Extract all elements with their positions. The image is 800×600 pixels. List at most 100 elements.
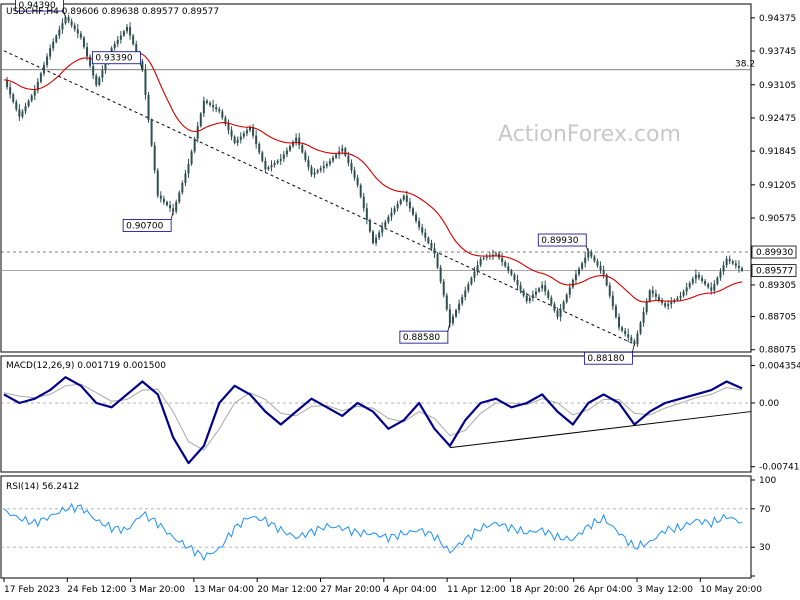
price-candle-body [46,56,49,66]
price-candle-body [196,126,199,139]
price-candle-body [239,136,242,140]
rsi-y-axis: 100 70 30 [751,476,776,577]
price-candle-body [710,287,713,291]
macd-y-tick-label: 0.00 [759,399,779,409]
annotation-leader [139,63,143,70]
price-y-tick-label: 0.93745 [759,47,796,57]
price-candle-body [135,44,138,53]
price-candle-body [722,265,725,272]
price-candle-body [350,162,353,171]
price-candle-body [571,279,574,288]
x-tick-label: 18 Apr 20:00 [510,585,569,595]
price-candle-body [464,290,467,298]
price-candle-body [372,231,374,244]
price-candle-body [424,232,427,238]
macd-y-axis: 0.004354 0.00 -0.007417 [751,362,800,473]
price-candle-body [618,316,620,328]
price-candle-body [159,195,162,199]
annotation-box [583,351,633,365]
price-candle-body [89,56,92,67]
price-candle-body [642,311,645,323]
rsi-y-tick-label: 70 [759,505,771,515]
price-candle-body [593,256,596,262]
price-candle-body [116,39,119,44]
price-candle-body [541,285,544,289]
price-candle-body [728,258,731,262]
price-candle-body [467,284,470,291]
price-candle-body [522,290,525,296]
price-candle-body [15,101,18,110]
price-candle-body [384,221,387,228]
price-candle-body [639,322,642,334]
price-candle-body [574,274,577,280]
price-candle-body [292,141,295,147]
price-candle-body [368,219,371,232]
annotation-leader [63,10,66,18]
price-candle-body [98,77,101,86]
x-tick-label: 10 May 20:00 [700,585,762,595]
price-candle-body [396,204,399,209]
price-candle-body [169,205,172,209]
price-candle-body [402,195,405,200]
macd-trendline [449,411,752,449]
price-candle-body [86,47,89,57]
price-candle-body [510,270,513,275]
price-candle-body [129,27,132,36]
price-candle-body [636,333,639,345]
price-candle-body [701,277,704,281]
price-candle-body [245,130,248,134]
price-candle-body [439,267,442,282]
price-candle-body [421,227,424,233]
price-candle-body [525,295,528,302]
price-candle-body [427,237,430,244]
price-candle-body [725,258,728,266]
price-candle-body [442,281,445,296]
price-candle-body [495,253,497,255]
price-candle-body [184,173,187,184]
annotation-label: 0.88580 [403,333,440,343]
macd-y-tick-label: 0.004354 [759,362,800,372]
price-candle-body [553,304,556,311]
price-candle-body [316,170,319,173]
price-candle-body [473,271,476,278]
price-candle-body [734,263,737,266]
price-candle-body [270,165,273,168]
price-candle-body [285,150,288,155]
x-tick-label: 3 May 12:00 [637,585,693,595]
price-candle-body [587,252,590,258]
rsi-group [1,502,751,562]
price-candle-body [491,254,494,256]
price-panel-title: USDCHF,H4 0.89606 0.89638 0.89577 0.8957… [6,7,219,17]
price-y-tick-label: 0.93105 [759,81,796,91]
price-y-tick-label: 0.92475 [759,114,796,124]
price-candle-body [621,327,624,331]
price-candle-body [359,185,362,197]
annotation-leader [447,323,451,332]
time-x-axis: 17 Feb 2023 24 Feb 12:00 3 Mar 20:00 13 Mar… [3,578,762,595]
price-level-tags: 0.89930 0.89577 [751,245,797,278]
price-candle-body [255,135,258,145]
x-tick-label: 17 Feb 2023 [4,585,60,595]
price-candle-body [215,107,218,110]
rsi-panel-title: RSI(14) 56.2412 [6,482,79,492]
price-candle-body [282,154,285,159]
price-candle-body [193,138,196,152]
annotation-label: 0.93390 [95,54,132,64]
annotation-label: 0.89930 [541,236,578,246]
price-candle-body [568,287,571,295]
price-candle-body [307,159,310,168]
annotation-box [122,219,172,232]
price-annotations: 0.94390 0.93390 0.90700 0.88580 0.89930 0.881… [15,0,635,365]
price-candle-body [528,297,531,302]
price-candle-body [378,232,381,238]
rsi-y-tick-label: 30 [759,543,771,553]
price-candle-body [9,87,12,95]
price-candle-body [713,284,716,291]
price-y-tick-label: 0.88075 [759,346,796,356]
x-tick-label: 24 Feb 12:00 [67,585,126,595]
price-candle-body [599,265,602,271]
price-candle-body [322,166,325,169]
price-level-tag [751,245,797,259]
annotation-leader [585,245,589,253]
